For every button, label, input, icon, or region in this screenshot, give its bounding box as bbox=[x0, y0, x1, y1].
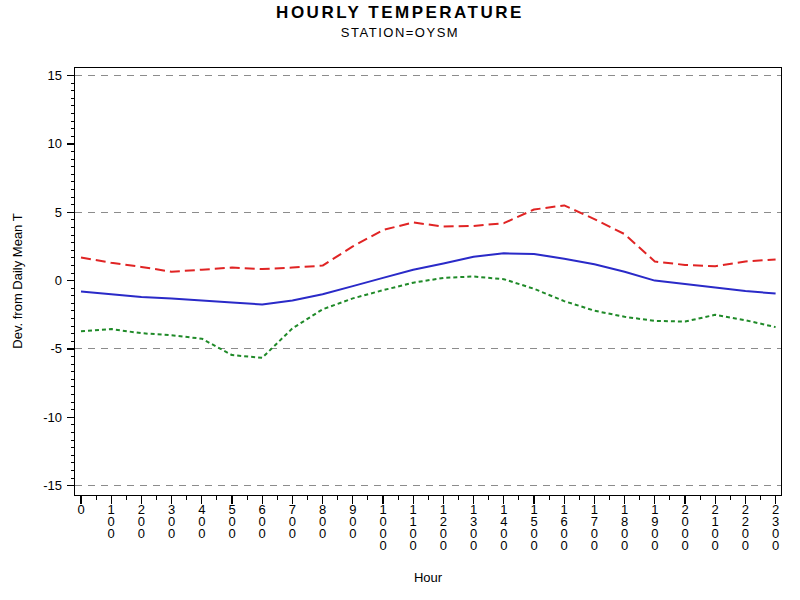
y-tick-label: 0 bbox=[55, 273, 62, 288]
x-axis-title: Hour bbox=[414, 570, 442, 585]
x-tick-label: 1000 bbox=[379, 502, 386, 553]
chart-page: HOURLY TEMPERATURE STATION=OYSM -15-10-5… bbox=[0, 0, 800, 600]
y-tick-label: 5 bbox=[55, 205, 62, 220]
x-tick-label: 600 bbox=[259, 502, 266, 541]
x-tick-label: 2000 bbox=[681, 502, 688, 553]
x-tick-label: 1200 bbox=[440, 502, 447, 553]
x-tick-label: 700 bbox=[289, 502, 296, 541]
x-tick-label: 1900 bbox=[651, 502, 658, 553]
x-tick-label: 400 bbox=[198, 502, 205, 541]
x-tick-label: 300 bbox=[168, 502, 175, 541]
y-axis-title: Dev. from Daily Mean T bbox=[10, 213, 25, 348]
x-tick-label: 1100 bbox=[410, 502, 417, 553]
x-tick-label: 1800 bbox=[621, 502, 628, 553]
x-tick-label: 2200 bbox=[742, 502, 749, 553]
x-tick-label: 1500 bbox=[530, 502, 537, 553]
series-upper-red-dashed bbox=[81, 205, 776, 271]
x-tick-label: 1700 bbox=[591, 502, 598, 553]
x-tick-label: 800 bbox=[319, 502, 326, 541]
chart-canvas: -15 -10 -5 0 5 10 15 0 100 200 300 400 500 600 700 800 9… bbox=[0, 0, 800, 600]
x-tick-label: 1300 bbox=[470, 502, 477, 553]
x-tick-label: 2300 bbox=[772, 502, 779, 553]
x-tick-label: 200 bbox=[138, 502, 145, 541]
plot-frame bbox=[75, 68, 782, 496]
y-tick-label: -10 bbox=[43, 410, 62, 425]
x-tick-label: 1600 bbox=[561, 502, 568, 553]
y-tick-label: 15 bbox=[48, 68, 62, 83]
series-lower-green-dashed bbox=[81, 277, 776, 358]
x-tick-label: 0 bbox=[77, 502, 84, 517]
y-tick-label: 10 bbox=[48, 136, 62, 151]
series-mean-blue-solid bbox=[81, 253, 776, 304]
x-tick-label: 1400 bbox=[500, 502, 507, 553]
x-tick-label: 100 bbox=[108, 502, 115, 541]
y-tick-label: -5 bbox=[50, 341, 62, 356]
y-tick-label: -15 bbox=[43, 478, 62, 493]
x-tick-label: 2100 bbox=[712, 502, 719, 553]
x-tick-label: 900 bbox=[349, 502, 356, 541]
x-tick-label: 500 bbox=[228, 502, 235, 541]
